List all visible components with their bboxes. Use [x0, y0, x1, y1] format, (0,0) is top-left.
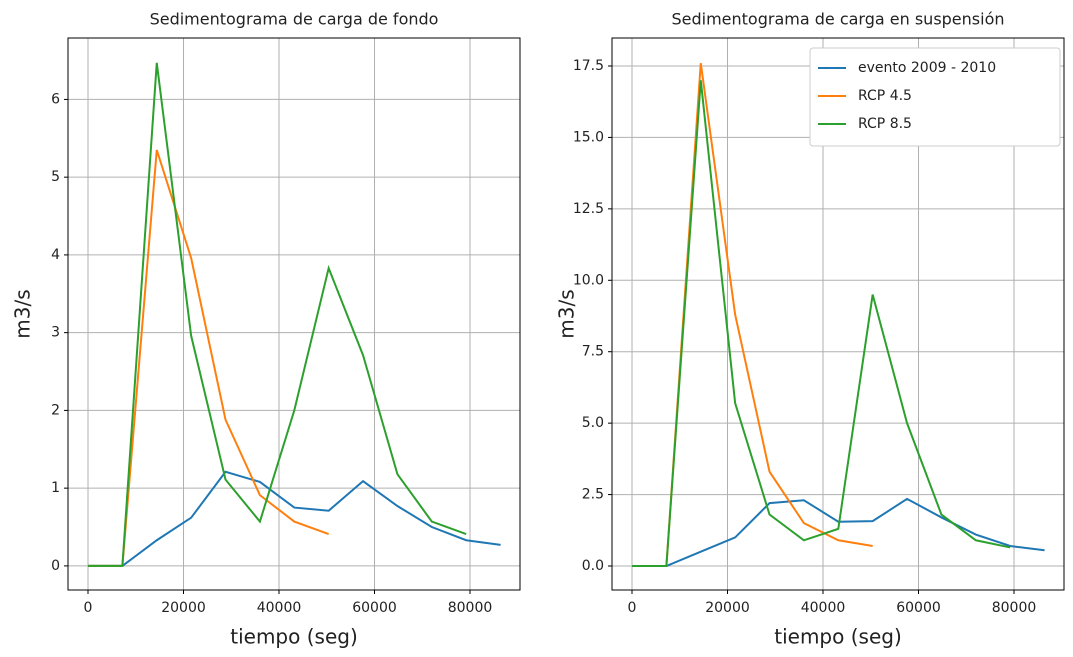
- series-line: [632, 80, 1011, 567]
- y-axis-label: m3/s: [555, 289, 579, 338]
- y-axis-label: m3/s: [11, 289, 35, 338]
- series-line: [88, 149, 330, 567]
- x-tick-label: 0: [84, 600, 93, 616]
- y-tick-label: 5.0: [582, 415, 604, 431]
- x-axis-label: tiempo (seg): [230, 625, 358, 649]
- y-tick-label: 17.5: [573, 58, 604, 74]
- plot-frame: [67, 37, 521, 591]
- y-tick-label: 0: [51, 558, 60, 574]
- legend-label: RCP 8.5: [858, 116, 912, 132]
- x-tick-label: 60000: [896, 600, 941, 616]
- series-line: [632, 497, 1045, 567]
- x-tick-label: 20000: [705, 600, 750, 616]
- y-tick-label: 12.5: [573, 201, 604, 217]
- x-tick-label: 40000: [801, 600, 846, 616]
- y-tick-label: 2.5: [582, 487, 604, 503]
- x-axis-label: tiempo (seg): [774, 625, 902, 649]
- y-tick-label: 0.0: [582, 558, 604, 574]
- x-tick-label: 0: [628, 600, 637, 616]
- y-tick-label: 1: [51, 480, 60, 496]
- y-tick-label: 2: [51, 402, 60, 418]
- legend-label: evento 2009 - 2010: [858, 60, 996, 76]
- x-tick-label: 20000: [161, 600, 206, 616]
- y-tick-label: 5: [51, 169, 60, 185]
- chart-title: Sedimentograma de carga de fondo: [150, 10, 439, 29]
- legend-box: [809, 47, 1061, 147]
- x-tick-label: 80000: [448, 600, 493, 616]
- legend-label: RCP 4.5: [858, 88, 912, 104]
- y-tick-label: 3: [51, 325, 60, 341]
- y-tick-label: 10.0: [573, 272, 604, 288]
- y-tick-label: 4: [51, 247, 60, 263]
- series-line: [88, 62, 467, 567]
- y-tick-label: 7.5: [582, 344, 604, 360]
- chart-title: Sedimentograma de carga en suspensión: [671, 10, 1004, 29]
- y-tick-label: 15.0: [573, 129, 604, 145]
- series-line: [88, 470, 501, 567]
- x-tick-label: 60000: [352, 600, 397, 616]
- x-tick-label: 80000: [992, 600, 1037, 616]
- x-tick-label: 40000: [257, 600, 302, 616]
- plot-frame: [611, 37, 1065, 591]
- y-tick-label: 6: [51, 91, 60, 107]
